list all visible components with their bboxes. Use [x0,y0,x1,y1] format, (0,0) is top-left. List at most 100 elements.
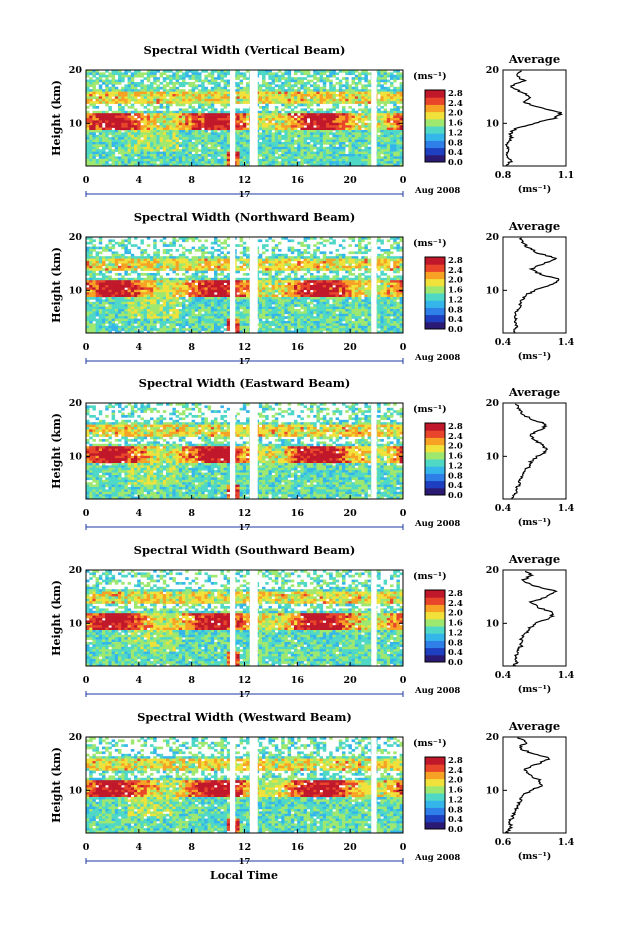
heatmap-cell [166,82,170,85]
heatmap-cell [140,268,144,271]
heatmap-cell [258,146,263,150]
heatmap-cell [361,110,365,114]
heatmap-cell [332,270,336,274]
heatmap-cell [194,149,199,152]
heatmap-cell [194,91,199,95]
heatmap-cell [274,132,279,136]
heatmap-cell [351,163,356,166]
heatmap-cell [354,77,359,80]
heatmap-cell [111,91,116,95]
heatmap-cell [127,89,132,92]
heatmap-cell [191,273,196,276]
heatmap-cell [393,137,397,140]
heatmap-cell [284,263,288,267]
heatmap-cell [393,127,397,131]
heatmap-cell [332,239,336,243]
heatmap-cell [156,101,160,104]
heatmap-cell [150,125,154,128]
heatmap-cell [326,154,330,157]
heatmap-cell [156,134,160,138]
heatmap-cell [217,70,221,73]
heatmap-cell [281,158,285,162]
heatmap-cell [207,137,212,140]
heatmap-cell [246,258,250,262]
heatmap-cell [278,86,282,90]
heatmap-cell [153,151,157,155]
heatmap-cell [294,130,298,133]
heatmap-cell [217,77,221,80]
heatmap-cell [274,258,279,262]
heatmap-cell [194,84,199,88]
heatmap-cell [386,120,391,124]
heatmap-cell [274,244,279,247]
heatmap-cell [262,154,266,157]
heatmap-cell [86,256,90,259]
heatmap-cell [303,285,308,288]
heatmap-cell [351,101,356,104]
heatmap-cell [265,127,269,131]
heatmap-cell [92,156,96,160]
heatmap-cell [162,256,167,259]
heatmap-cell [364,110,368,114]
heatmap-cell [111,253,116,257]
heatmap-cell [105,268,109,271]
heatmap-cell [188,277,192,281]
heatmap-cell [105,101,109,104]
heatmap-cell [108,158,112,162]
heatmap-cell [367,108,372,112]
heatmap-cell [150,151,154,155]
heatmap-cell [86,120,90,124]
heatmap-cell [130,258,135,262]
heatmap-cell [217,258,221,262]
heatmap-cell [258,277,263,281]
heatmap-cell [121,74,125,78]
x-tick-label: 0 [400,175,407,186]
heatmap-cell [86,237,90,240]
heatmap-cell [223,86,228,90]
heatmap-cell [338,163,343,166]
heatmap-cell [166,139,170,143]
heatmap-cell [310,151,314,155]
heatmap-cell [290,285,295,288]
heatmap-cell [303,98,308,102]
heatmap-cell [150,118,154,121]
heatmap-cell [338,154,343,157]
heatmap-cell [159,86,164,90]
heatmap-cell [166,122,170,126]
heatmap-cell [150,137,154,140]
heatmap-cell [130,103,135,107]
heatmap-cell [345,261,349,264]
heatmap-cell [294,98,298,102]
heatmap-cell [98,125,103,128]
heatmap-cell [332,263,336,267]
heatmap-cell [345,156,349,160]
heatmap-cell [143,149,148,152]
heatmap-cell [290,132,295,136]
heatmap-cell [182,108,186,112]
heatmap-cell [310,74,314,78]
heatmap-cell [220,149,224,152]
heatmap-cell [137,70,141,73]
heatmap-cell [306,72,311,76]
heatmap-cell [271,277,276,281]
heatmap-cell [386,96,391,100]
heatmap-cell [271,94,276,97]
heatmap-cell [358,74,362,78]
heatmap-cell [268,270,272,274]
heatmap-cell [124,251,128,255]
heatmap-cell [380,91,384,95]
heatmap-cell [226,127,231,131]
heatmap-cell [364,132,368,136]
heatmap-cell [361,86,365,90]
heatmap-cell [214,163,218,166]
heatmap-cell [396,74,400,78]
heatmap-cell [95,149,100,152]
heatmap-cell [194,263,199,267]
heatmap-cell [150,139,154,143]
heatmap-cell [319,127,324,131]
heatmap-cell [204,108,208,112]
heatmap-cell [188,285,192,288]
heatmap-cell [204,120,208,124]
heatmap-cell [172,151,176,155]
heatmap-cell [191,70,196,73]
